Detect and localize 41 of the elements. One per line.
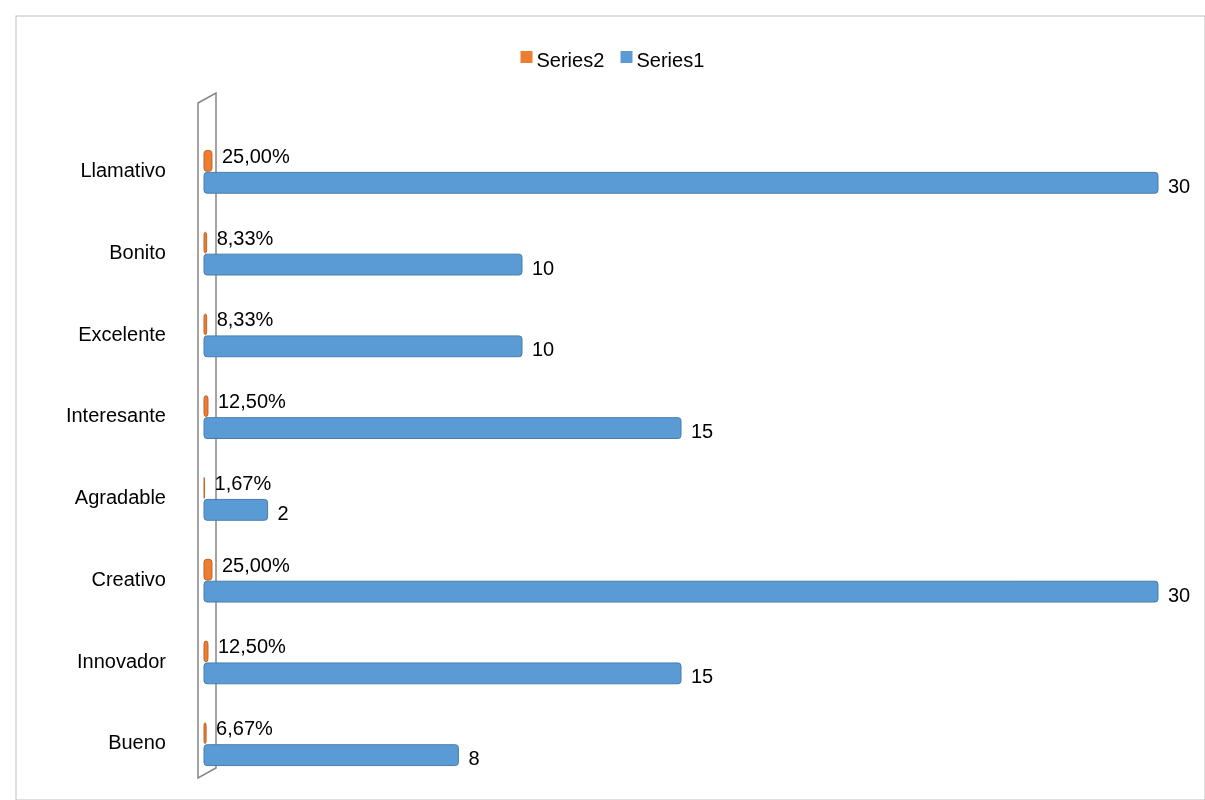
data-label: 6,67% — [216, 717, 274, 740]
data-label: 15 — [691, 665, 714, 688]
data-label: 10 — [532, 338, 555, 361]
data-label: 15 — [691, 420, 714, 443]
data-label: 8,33% — [216, 226, 274, 249]
data-label: 8,33% — [216, 308, 274, 331]
bar — [203, 662, 682, 685]
bar — [203, 640, 209, 663]
bar — [203, 744, 459, 767]
data-label: 1,67% — [214, 471, 272, 494]
legend-label: Series1 — [636, 49, 705, 72]
bar — [203, 580, 1159, 603]
bar — [203, 417, 682, 440]
data-label: 12,50% — [217, 390, 287, 413]
data-label: 25,00% — [221, 553, 290, 576]
y-tick-label: Llamativo — [80, 159, 166, 182]
y-tick-label: Excelente — [78, 322, 166, 345]
bar — [203, 335, 523, 358]
y-tick-label: Bonito — [109, 240, 166, 263]
data-label: 30 — [1168, 583, 1191, 606]
bar — [203, 498, 269, 521]
bar — [203, 149, 213, 172]
bar — [203, 171, 1159, 194]
bar — [203, 558, 213, 581]
legend-label: Series2 — [536, 49, 605, 72]
y-tick-label: Agradable — [74, 486, 166, 509]
data-label: 12,50% — [217, 635, 287, 658]
data-label: 25,00% — [221, 144, 290, 167]
data-label: 2 — [277, 501, 289, 524]
bar — [203, 395, 209, 418]
data-label: 8 — [468, 747, 480, 770]
bar — [203, 231, 208, 254]
bar — [203, 722, 207, 745]
data-label: 10 — [532, 256, 555, 279]
bar — [203, 313, 208, 336]
bar — [203, 253, 523, 276]
y-tick-label: Creativo — [91, 567, 166, 590]
data-label: 30 — [1168, 174, 1191, 197]
y-tick-label: Bueno — [108, 731, 166, 754]
y-tick-label: Innovador — [77, 649, 167, 672]
y-tick-label: Interesante — [65, 404, 166, 427]
